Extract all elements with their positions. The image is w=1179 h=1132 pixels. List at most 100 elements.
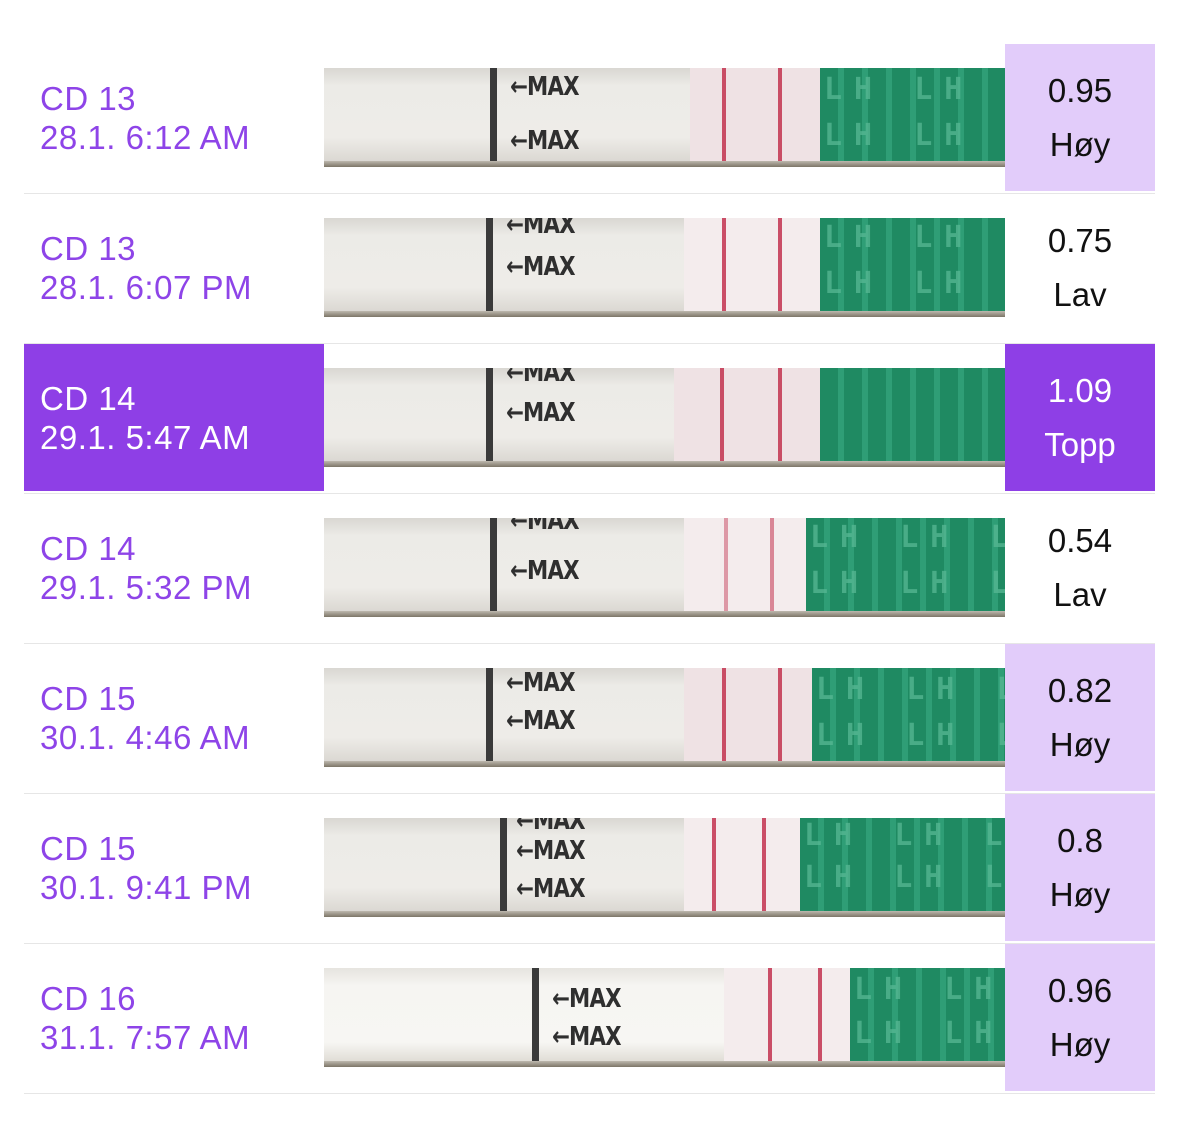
strip-edge [324, 311, 1005, 317]
result-level: Høy [1049, 125, 1111, 163]
cycle-day: CD 16 [40, 979, 137, 1017]
test-datetime: 30.1. 9:41 PM [40, 868, 252, 906]
lh-label: LH LH LH [824, 266, 1005, 301]
strip-edge [324, 161, 1005, 167]
test-datetime: 29.1. 5:47 AM [40, 418, 251, 456]
date-cell: CD 14 29.1. 5:47 AM [24, 344, 324, 491]
list-item[interactable]: CD 15 30.1. 4:46 AM ←MAX ←MAX LH LH LH L… [24, 644, 1155, 794]
max-label: ←MAX [510, 518, 580, 536]
test-strip-photo[interactable]: ←MAX ←MAX LH LH LH LH LH LH [324, 218, 1005, 317]
date-cell: CD 15 30.1. 4:46 AM [24, 644, 324, 791]
max-label: ←MAX [552, 1022, 622, 1052]
strip-edge [324, 761, 1005, 767]
max-label: ←MAX [516, 836, 586, 866]
strip-marker-bar [490, 68, 497, 161]
cycle-day: CD 13 [40, 79, 137, 117]
result-level: Lav [1053, 575, 1107, 613]
max-label: ←MAX [506, 252, 576, 282]
result-window [684, 518, 806, 611]
max-label: ←MAX [506, 368, 576, 388]
strip-handle [850, 968, 1005, 1061]
test-strip-photo[interactable]: ←MAX ←MAX LH LH LH LH LH LH [324, 668, 1005, 767]
test-datetime: 28.1. 6:07 PM [40, 268, 252, 306]
lh-label: LH LH LH [824, 220, 1005, 255]
max-label: ←MAX [552, 984, 622, 1014]
max-label: ←MAX [506, 218, 576, 240]
result-value-cell: 0.95 Høy [1005, 44, 1155, 191]
control-line [724, 518, 728, 611]
lh-label: LH LH LH [824, 118, 1005, 153]
list-item[interactable]: CD 15 30.1. 9:41 PM ←MAX ←MAX ←MAX LH LH… [24, 794, 1155, 944]
max-label: ←MAX [510, 556, 580, 586]
max-label: ←MAX [516, 818, 586, 836]
date-cell: CD 16 31.1. 7:57 AM [24, 944, 324, 1091]
lh-label: LH LH LH [854, 1016, 1005, 1051]
max-label: ←MAX [516, 874, 586, 904]
list-item[interactable]: CD 13 28.1. 6:07 PM ←MAX ←MAX LH LH LH L… [24, 194, 1155, 344]
strip-marker-bar [532, 968, 539, 1061]
result-level: Lav [1053, 275, 1107, 313]
result-window [674, 368, 820, 461]
test-line [778, 218, 782, 311]
lh-label: LH LH LH [816, 718, 1005, 753]
test-strip-photo[interactable]: ←MAX ←MAX LH LH LH LH LH LH LH LH [324, 518, 1005, 617]
list-item[interactable]: CD 13 28.1. 6:12 AM ←MAX ←MAX LH LH LH L… [24, 44, 1155, 194]
date-cell: CD 14 29.1. 5:32 PM [24, 494, 324, 641]
result-value-cell: 0.96 Høy [1005, 944, 1155, 1091]
strip-handle [820, 68, 1005, 161]
result-window [684, 218, 820, 311]
test-line [818, 968, 822, 1061]
result-value: 0.95 [1047, 71, 1113, 109]
cycle-day: CD 14 [40, 529, 137, 567]
lh-label: LH LH LH [854, 972, 1005, 1007]
list-item-selected[interactable]: CD 14 29.1. 5:47 AM ←MAX ←MAX 1.09 Topp [24, 344, 1155, 494]
strip-marker-bar [490, 518, 497, 611]
list-item[interactable]: CD 14 29.1. 5:32 PM ←MAX ←MAX LH LH LH L… [24, 494, 1155, 644]
test-strip-photo[interactable]: ←MAX ←MAX LH LH LH LH LH LH [324, 968, 1005, 1067]
result-window [690, 68, 820, 161]
test-datetime: 30.1. 4:46 AM [40, 718, 251, 756]
test-strip-photo[interactable]: ←MAX ←MAX LH LH LH LH LH LH [324, 68, 1005, 167]
control-line [712, 818, 716, 911]
test-datetime: 29.1. 5:32 PM [40, 568, 252, 606]
lh-label: LH LH LH LH [810, 566, 1005, 601]
strip-marker-bar [486, 218, 493, 311]
control-line [768, 968, 772, 1061]
test-strip-photo[interactable]: ←MAX ←MAX ←MAX LH LH LH LH LH LH LH LH [324, 818, 1005, 917]
result-value: 0.82 [1047, 671, 1113, 709]
result-value: 0.75 [1047, 221, 1113, 259]
test-line [778, 668, 782, 761]
cycle-day: CD 15 [40, 829, 137, 867]
cycle-day: CD 13 [40, 229, 137, 267]
control-line [720, 368, 724, 461]
control-line [722, 218, 726, 311]
strip-handle [806, 518, 1005, 611]
lh-label: LH LH LH LH [804, 860, 1005, 895]
result-level: Høy [1049, 725, 1111, 763]
max-label: ←MAX [506, 706, 576, 736]
test-strip-photo[interactable]: ←MAX ←MAX [324, 368, 1005, 467]
test-datetime: 28.1. 6:12 AM [40, 118, 251, 156]
result-value-cell: 0.54 Lav [1005, 494, 1155, 641]
strip-handle [812, 668, 1005, 761]
date-cell: CD 13 28.1. 6:07 PM [24, 194, 324, 341]
header-year-ghost [440, 0, 740, 10]
list-item[interactable]: CD 16 31.1. 7:57 AM ←MAX ←MAX LH LH LH L… [24, 944, 1155, 1094]
result-value-cell: 0.82 Høy [1005, 644, 1155, 791]
result-window [724, 968, 850, 1061]
strip-handle [820, 368, 1005, 461]
result-value: 0.54 [1047, 521, 1113, 559]
result-value-cell: 1.09 Topp [1005, 344, 1155, 491]
strip-edge [324, 911, 1005, 917]
result-value: 0.96 [1047, 971, 1113, 1009]
result-value: 0.8 [1057, 821, 1103, 859]
strip-handle [800, 818, 1005, 911]
test-line [770, 518, 774, 611]
lh-label: LH LH LH LH [810, 520, 1005, 555]
result-level: Topp [1044, 425, 1116, 463]
date-cell: CD 13 28.1. 6:12 AM [24, 44, 324, 191]
result-level: Høy [1049, 1025, 1111, 1063]
max-label: ←MAX [510, 72, 580, 102]
max-label: ←MAX [510, 126, 580, 156]
max-label: ←MAX [506, 398, 576, 428]
